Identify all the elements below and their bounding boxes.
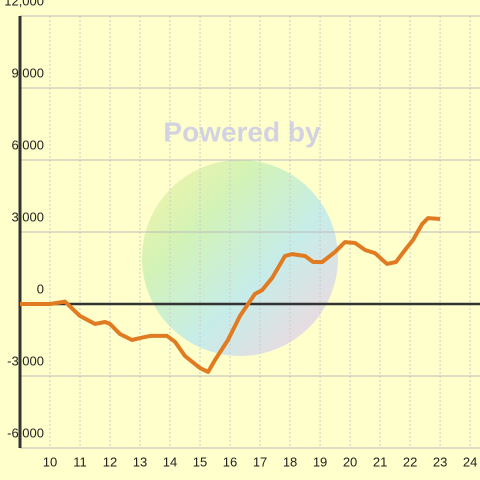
y-tick-label: -6,000: [7, 425, 44, 440]
x-tick-label: 23: [433, 454, 447, 469]
y-tick-label: 6,000: [11, 137, 44, 152]
x-tick-label: 14: [163, 454, 177, 469]
y-tick-label: -3,000: [7, 353, 44, 368]
x-tick-label: 12: [103, 454, 117, 469]
watermark-logo: [142, 160, 338, 356]
watermark: Powered by: [163, 116, 321, 147]
x-tick-label: 21: [373, 454, 387, 469]
x-tick-label: 17: [253, 454, 267, 469]
x-tick-label: 15: [193, 454, 207, 469]
y-tick-label: 0: [37, 281, 44, 296]
x-tick-label: 18: [283, 454, 297, 469]
x-tick-label: 24: [463, 454, 477, 469]
y-tick-label: 9,000: [11, 65, 44, 80]
x-tick-label: 11: [73, 454, 87, 469]
x-tick-label: 16: [223, 454, 237, 469]
x-tick-label: 20: [343, 454, 357, 469]
line-series: [20, 216, 441, 374]
y-tick-label: 3,000: [11, 209, 44, 224]
x-tick-label: 13: [133, 454, 147, 469]
x-tick-label: 19: [313, 454, 327, 469]
y-tick-label: 12,000: [4, 0, 44, 8]
x-tick-label: 10: [43, 454, 57, 469]
x-tick-label: 22: [403, 454, 417, 469]
